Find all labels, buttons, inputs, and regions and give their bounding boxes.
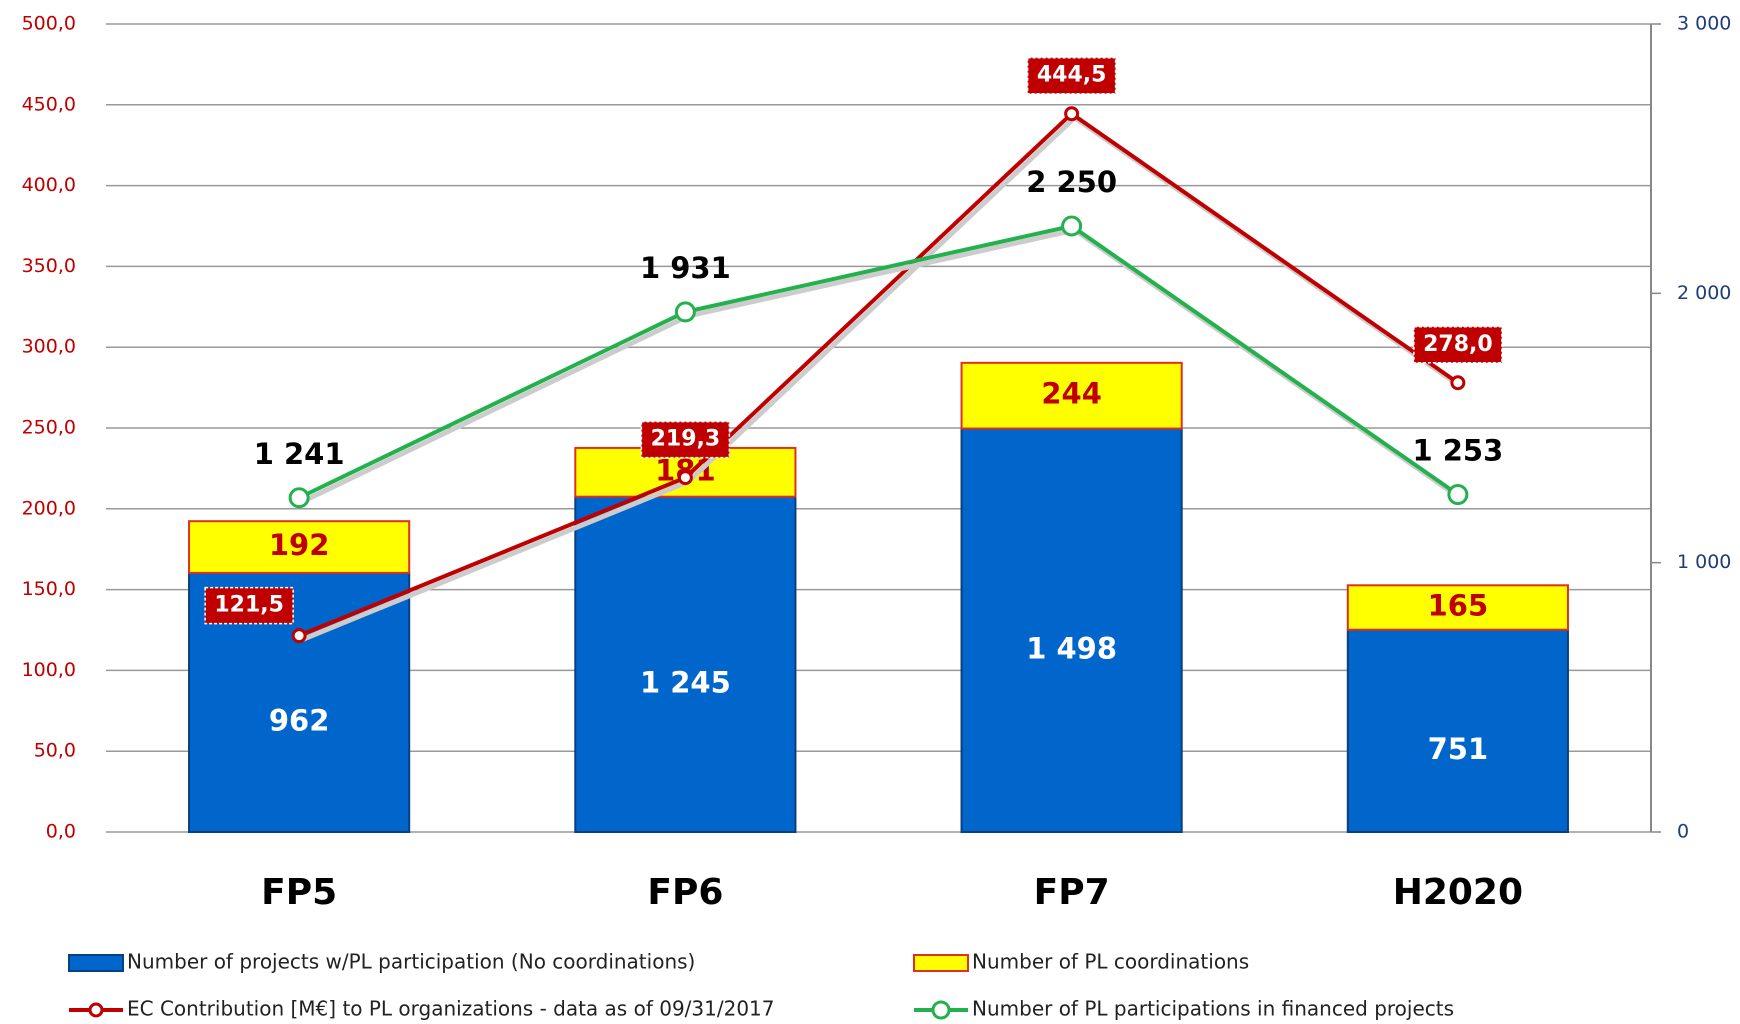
y-tick-label: 250,0 xyxy=(22,417,76,439)
y-tick-label: 500,0 xyxy=(22,13,76,35)
line-label: 121,5 xyxy=(214,593,284,618)
legend-label: Number of PL participations in financed … xyxy=(972,997,1454,1021)
bar-segment xyxy=(960,427,1183,833)
line xyxy=(298,223,1460,500)
label-box xyxy=(640,420,731,459)
y-tick-label: 100,0 xyxy=(22,659,76,681)
line-point xyxy=(674,301,696,323)
line-label: 2 250 xyxy=(1026,165,1117,199)
legend-swatch xyxy=(68,954,124,972)
bar-label: 165 xyxy=(1428,589,1489,623)
bar-segment xyxy=(188,520,411,574)
y2-tick-label: 1 000 xyxy=(1677,551,1731,573)
x-tick-label: FP5 xyxy=(261,872,337,913)
line-label: 1 241 xyxy=(254,437,345,471)
line-shadow xyxy=(301,227,1463,505)
x-tick-label: FP7 xyxy=(1034,872,1110,913)
y-tick-label: 450,0 xyxy=(22,93,76,115)
line-label: 1 253 xyxy=(1412,434,1503,468)
legend-label: Number of projects w/PL participation (N… xyxy=(127,950,695,974)
line-point xyxy=(291,628,307,644)
line-point xyxy=(677,470,693,486)
line-label: 278,0 xyxy=(1423,332,1493,357)
x-tick-label: FP6 xyxy=(647,872,723,913)
line-point xyxy=(1447,484,1469,506)
legend-swatch xyxy=(931,1000,951,1020)
line-point xyxy=(1061,215,1083,237)
legend-swatch xyxy=(913,954,969,972)
y-tick-label: 50,0 xyxy=(34,740,76,762)
bar-label: 1 245 xyxy=(640,665,731,699)
bar-label: 962 xyxy=(269,703,330,737)
line-label: 444,5 xyxy=(1037,63,1107,88)
line-label: 1 931 xyxy=(640,251,731,285)
label-box xyxy=(1413,326,1503,364)
line xyxy=(298,111,1460,638)
bar-label: 244 xyxy=(1041,377,1102,411)
legend-label: Number of PL coordinations xyxy=(972,950,1249,974)
bar-label: 751 xyxy=(1428,732,1489,766)
legend-swatch xyxy=(88,1002,104,1018)
y2-tick-label: 3 000 xyxy=(1677,13,1731,35)
bar-segment xyxy=(574,495,797,833)
y-tick-label: 200,0 xyxy=(22,497,76,519)
y-tick-label: 0,0 xyxy=(46,821,76,843)
bar-segment xyxy=(1346,628,1569,833)
line-point xyxy=(1450,375,1466,391)
line-point xyxy=(288,487,310,509)
y-tick-label: 400,0 xyxy=(22,174,76,196)
x-tick-label: H2020 xyxy=(1393,872,1523,913)
line-point xyxy=(1064,106,1080,122)
label-box xyxy=(1026,56,1117,95)
line-label: 219,3 xyxy=(651,427,721,452)
y-tick-label: 300,0 xyxy=(22,336,76,358)
y-tick-label: 350,0 xyxy=(22,255,76,277)
label-box xyxy=(204,586,294,625)
y-tick-label: 150,0 xyxy=(22,578,76,600)
bar-label: 1 498 xyxy=(1026,631,1117,665)
y2-tick-label: 2 000 xyxy=(1677,282,1731,304)
bar-segment xyxy=(1346,584,1569,631)
bar-label: 192 xyxy=(269,528,330,562)
bar-segment xyxy=(960,361,1183,430)
legend-label: EC Contribution [M€] to PL organizations… xyxy=(127,997,775,1021)
y2-tick-label: 0 xyxy=(1677,821,1689,843)
